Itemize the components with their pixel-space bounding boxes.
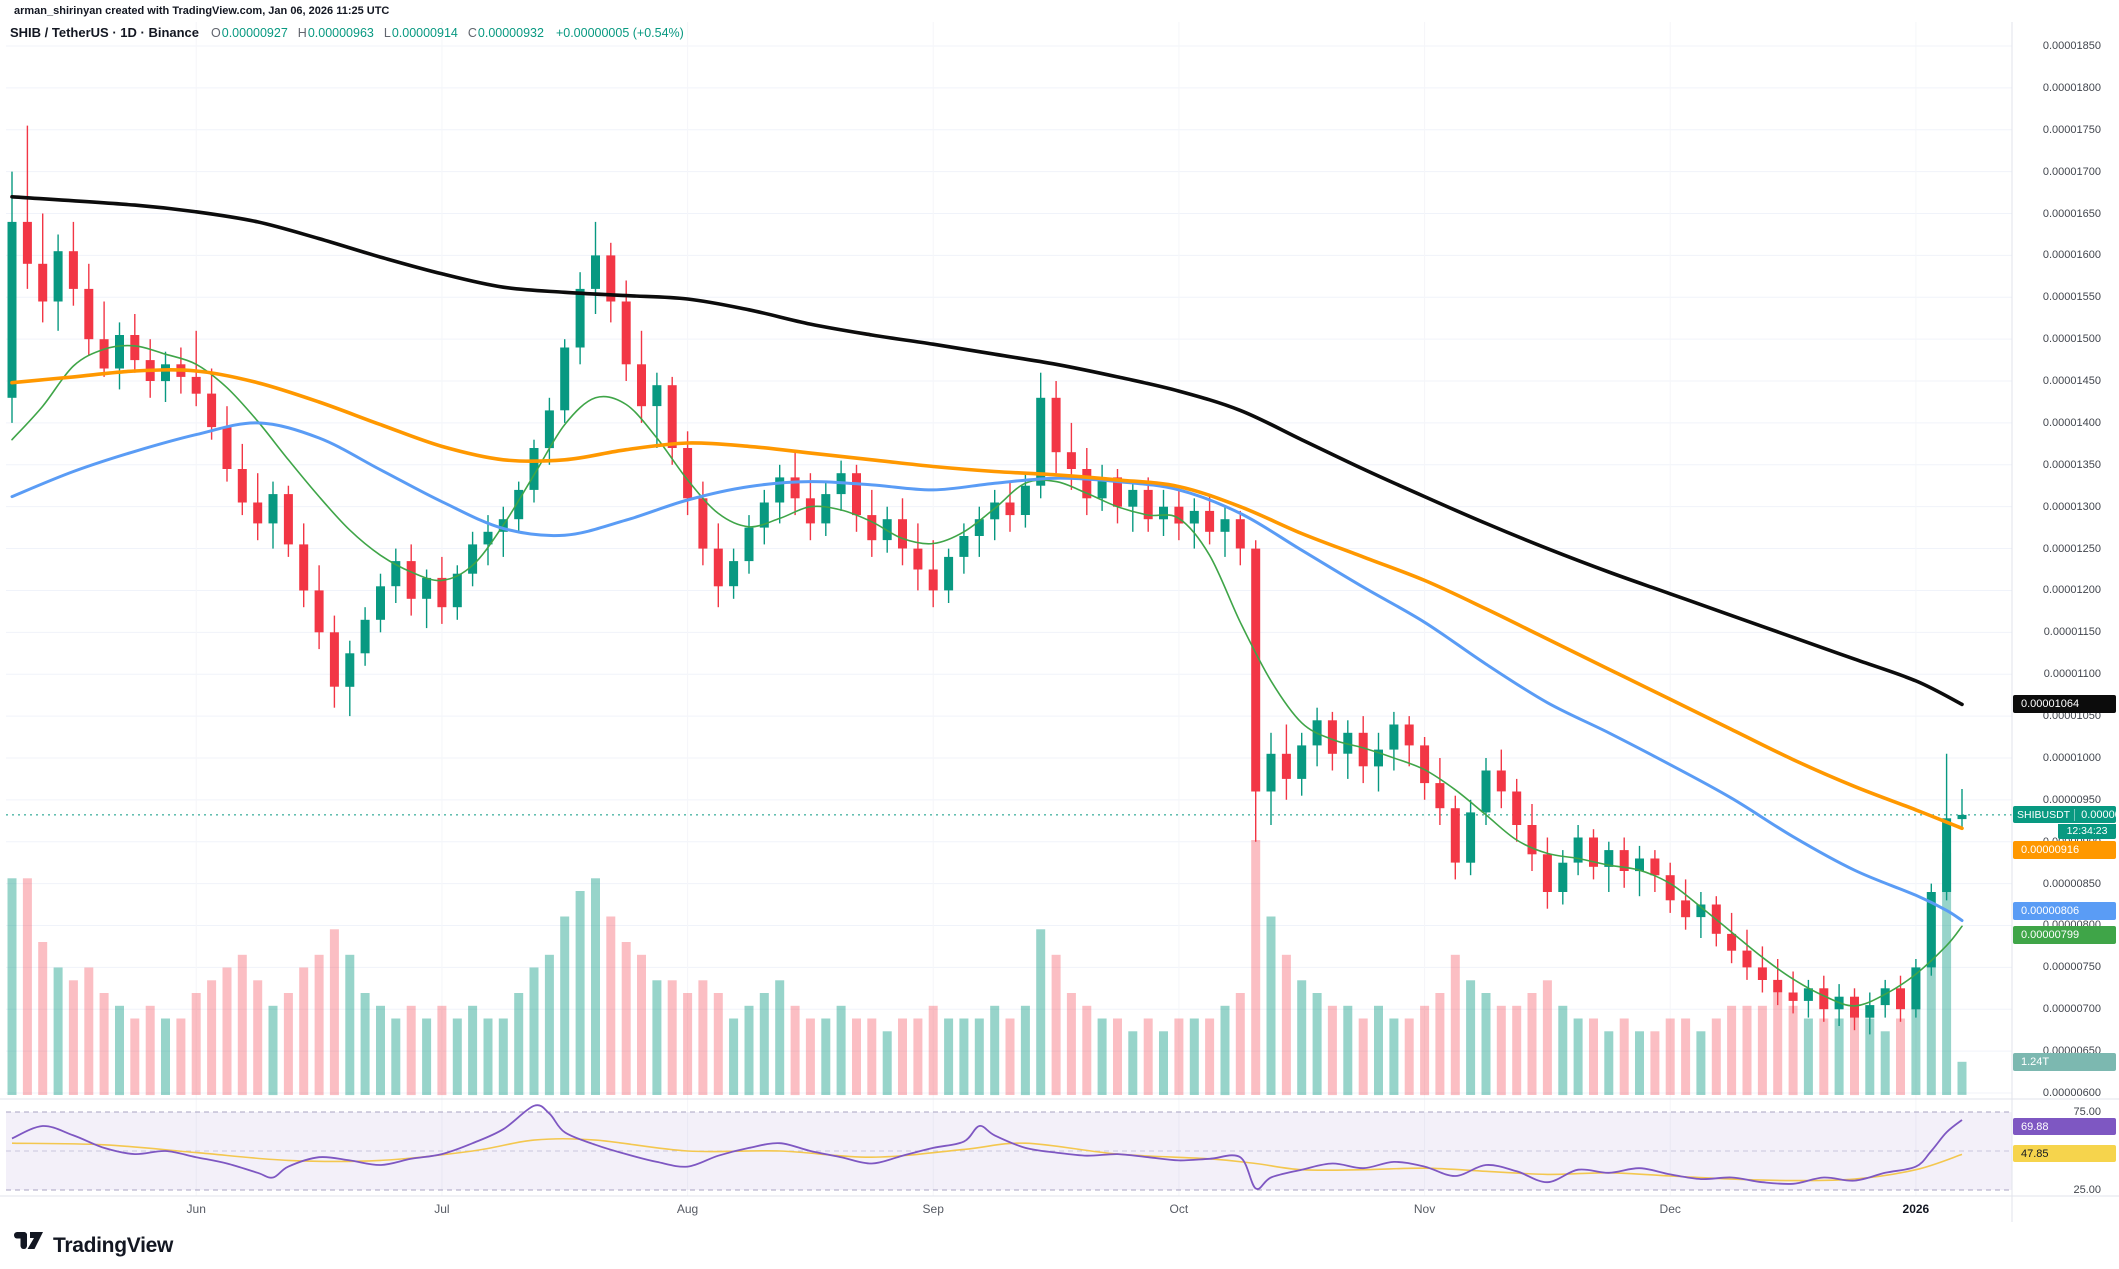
price-axis-tick: 0.00001800 <box>2042 81 2101 94</box>
ohlc-label: O <box>211 25 221 40</box>
time-axis-label: Sep <box>922 1202 944 1216</box>
price-axis-tick: 0.00001550 <box>2042 291 2101 304</box>
time-axis-label: Jun <box>186 1202 206 1216</box>
price-axis-tick: 0.00001650 <box>2042 207 2101 220</box>
tradingview-logo-icon[interactable] <box>14 1232 44 1259</box>
symbol-info: SHIB / TetherUS · 1D · Binance O 0.000009… <box>10 25 684 40</box>
price-axis-tick: 0.00000700 <box>2042 1003 2101 1016</box>
symbol-title[interactable]: SHIB / TetherUS · 1D · Binance <box>10 25 200 40</box>
price-axis-tick: 0.00001250 <box>2042 542 2101 555</box>
time-axis-label: Jul <box>434 1202 450 1216</box>
time-axis-label: Oct <box>1169 1202 1189 1216</box>
volume-series <box>7 840 1967 1096</box>
ma-black-line <box>10 195 1964 707</box>
last-price-value: 0.00000932 <box>2081 808 2116 821</box>
price-axis-tick: 0.00001700 <box>2042 165 2101 178</box>
rsi-lower-band-label: 25.00 <box>2073 1184 2101 1196</box>
ohlc-values: O 0.00000927 H 0.00000963 L 0.00000914 C 0.0000… <box>211 26 544 40</box>
tradingview-logo-text[interactable]: TradingView <box>53 1233 174 1257</box>
ma-black-price-label: 0.00001064 <box>2013 695 2116 713</box>
price-axis-tick: 0.00001350 <box>2042 458 2101 471</box>
ohlc-label: L <box>383 25 391 40</box>
time-axis-label: Nov <box>1413 1202 1436 1216</box>
price-axis-tick: 0.00001300 <box>2042 500 2101 513</box>
price-axis-tick: 0.00001400 <box>2042 416 2101 429</box>
chart-canvas[interactable] <box>0 22 2119 1222</box>
price-change: +0.00000005 (+0.54%) <box>555 25 684 40</box>
ma-blue-line <box>10 421 1964 922</box>
volume-value-label: 1.24T <box>2013 1053 2116 1071</box>
time-axis-label: Aug <box>676 1202 699 1216</box>
footer-bar: TradingView <box>0 1222 2119 1269</box>
price-axis-tick: 0.00001850 <box>2042 40 2101 52</box>
ma-orange-line <box>10 368 1964 831</box>
bar-countdown: 12:34:23 <box>2058 824 2116 839</box>
ma-green-line <box>11 344 1963 1007</box>
time-axis-label: 2026 <box>1902 1202 1930 1216</box>
rsi-line <box>11 1104 1963 1190</box>
price-axis-tick: 0.00000600 <box>2042 1087 2101 1099</box>
ma-orange-price-label: 0.00000916 <box>2013 841 2116 859</box>
time-axis-label: Dec <box>1659 1202 1681 1216</box>
price-axis-tick: 0.00001200 <box>2042 584 2101 597</box>
ma-green-price-label: 0.00000799 <box>2013 926 2116 944</box>
chart-area[interactable]: SHIB / TetherUS · 1D · Binance O 0.000009… <box>0 22 2119 1222</box>
price-axis-tick: 0.00001100 <box>2043 668 2101 681</box>
price-axis-tick: 0.00000750 <box>2042 961 2101 974</box>
ohlc-value: 0.00000914 <box>391 25 458 40</box>
time-axis[interactable]: Jun Jul Aug Sep Oct Nov Dec 2026 <box>0 1196 2012 1222</box>
last-price-label: SHIBUSDT 0.00000932 12:34:23 <box>2013 806 2116 839</box>
ohlc-value: 0.00000963 <box>307 25 374 40</box>
ohlc-label: C <box>467 25 477 40</box>
candlestick-series <box>7 125 1967 1035</box>
attribution-bar: arman_shirinyan created with TradingView… <box>14 5 390 17</box>
price-axis-tick: 0.00001500 <box>2042 333 2101 346</box>
price-axis-tick: 0.00001750 <box>2042 123 2101 136</box>
price-axis-tick: 0.00000850 <box>2042 877 2101 890</box>
price-axis-tick: 0.00000950 <box>2042 793 2101 806</box>
last-price-symbol: SHIBUSDT <box>2013 808 2076 821</box>
rsi-value-label: 69.88 <box>2013 1118 2116 1135</box>
price-axis-tick: 0.00001600 <box>2042 249 2101 262</box>
rsi-ma-value-label: 47.85 <box>2013 1145 2116 1162</box>
price-axis-tick: 0.00001000 <box>2042 751 2101 764</box>
price-axis-tick: 0.00001450 <box>2042 375 2101 388</box>
ohlc-label: H <box>297 25 307 40</box>
ohlc-value: 0.00000927 <box>221 25 288 40</box>
price-axis-tick: 0.00001150 <box>2043 626 2101 639</box>
price-axis-tick: 0.00001050 <box>2042 710 2101 723</box>
ohlc-value: 0.00000932 <box>477 25 544 40</box>
ma-blue-price-label: 0.00000806 <box>2013 902 2116 920</box>
rsi-ma-line <box>11 1137 1963 1182</box>
rsi-upper-band-label: 75.00 <box>2073 1106 2101 1118</box>
